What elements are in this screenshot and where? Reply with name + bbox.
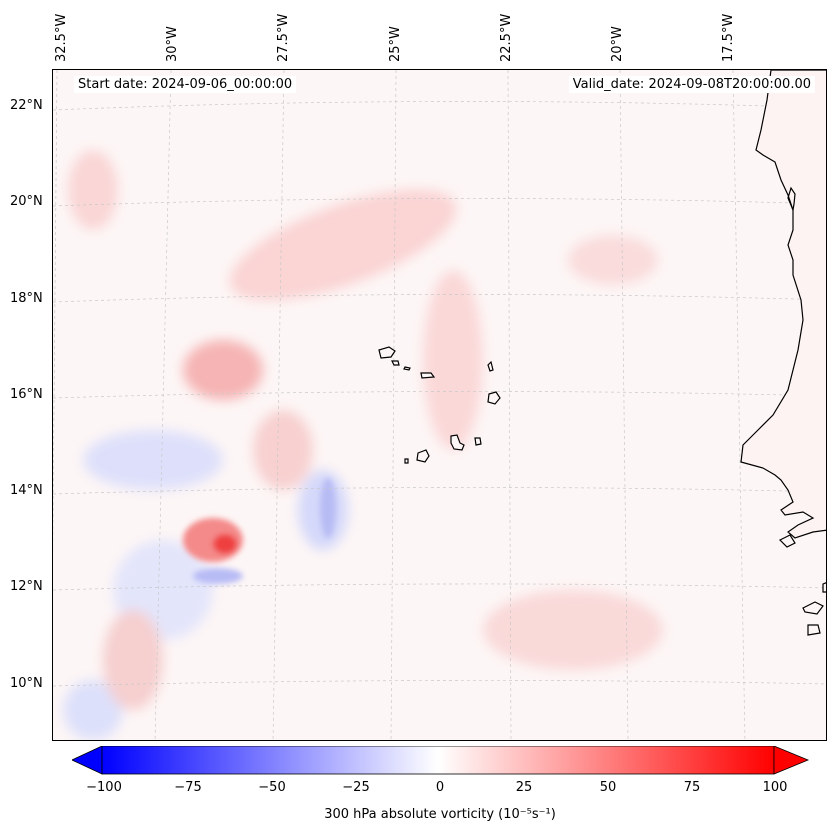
- colorbar: [72, 746, 810, 775]
- colorbar-label: 300 hPa absolute vorticity (10⁻⁵s⁻¹): [324, 807, 556, 822]
- gridlines: [53, 70, 826, 740]
- lon-label-30w: 30°W: [165, 26, 180, 62]
- colorbar-tick: −100: [86, 780, 122, 795]
- colorbar-tick: 100: [762, 780, 788, 795]
- lon-label-20w: 20°W: [610, 26, 625, 62]
- africa-coastline: [740, 70, 826, 539]
- lat-label-22n: 22°N: [10, 98, 43, 113]
- lon-label-17-5w: 17.5°W: [721, 13, 736, 62]
- lon-label-27-5w: 27.5°W: [276, 13, 291, 62]
- lon-label-32-5w: 32.5°W: [54, 13, 69, 62]
- map-panel[interactable]: [52, 69, 827, 741]
- guinea-bissau-coast: [778, 534, 824, 636]
- colorbar-max-arrow: [773, 746, 810, 775]
- colorbar-min-arrow: [72, 746, 103, 775]
- vorticity-map: [53, 70, 826, 740]
- colorbar-tick: 75: [683, 780, 701, 795]
- colorbar-tick: 25: [515, 780, 533, 795]
- lon-label-22-5w: 22.5°W: [499, 13, 514, 62]
- lat-label-12n: 12°N: [10, 579, 43, 594]
- colorbar-tick: −75: [174, 780, 202, 795]
- valid-date-label: Valid_date: 2024-09-08T20:00:00.00: [568, 76, 815, 93]
- lat-label-10n: 10°N: [10, 676, 43, 691]
- cape-verde-islands: [378, 346, 501, 464]
- lat-label-20n: 20°N: [10, 194, 43, 209]
- colorbar-tick: −25: [342, 780, 370, 795]
- vortex-max: [183, 478, 336, 584]
- colorbar-tick: 0: [435, 780, 445, 795]
- colorbar-gradient: [101, 746, 775, 775]
- lon-label-25w: 25°W: [388, 26, 403, 62]
- colorbar-tick: −50: [258, 780, 286, 795]
- start-date-label: Start date: 2024-09-06_00:00:00: [74, 76, 297, 93]
- lat-label-18n: 18°N: [10, 291, 43, 306]
- vorticity-field: [63, 150, 663, 740]
- lat-label-16n: 16°N: [10, 387, 43, 402]
- colorbar-tick: 50: [599, 780, 617, 795]
- lat-label-14n: 14°N: [10, 483, 43, 498]
